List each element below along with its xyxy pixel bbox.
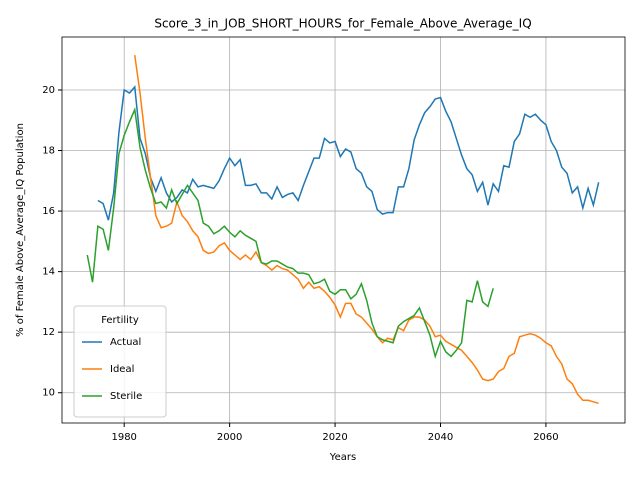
legend-label: Sterile [110, 391, 142, 402]
y-tick-label: 12 [42, 327, 55, 338]
x-axis-label: Years [329, 452, 356, 463]
y-tick-label: 18 [42, 146, 55, 157]
x-tick-label: 1980 [111, 432, 136, 443]
x-tick-label: 2060 [533, 432, 558, 443]
legend: Fertility Actual Ideal Sterile [73, 305, 167, 418]
legend-label: Actual [110, 337, 141, 348]
plot-frame [61, 36, 626, 424]
y-tick-label: 10 [42, 388, 55, 399]
legend-box [73, 305, 167, 418]
chart-title: Score_3_in_JOB_SHORT_HOURS_for_Female_Ab… [154, 17, 531, 31]
series-line [134, 55, 599, 405]
x-tick-label: 2040 [428, 432, 453, 443]
y-tick-label: 14 [42, 267, 55, 278]
y-axis-label: % of Female Above_Average_IQ Population [15, 123, 26, 337]
series-line [86, 106, 494, 360]
x-tick-label: 2020 [322, 432, 347, 443]
y-tick-label: 16 [42, 206, 55, 217]
y-tick-label: 20 [42, 85, 55, 96]
legend-label: Ideal [110, 364, 134, 375]
series-line [97, 85, 600, 221]
x-tick-label: 2000 [217, 432, 242, 443]
legend-title: Fertility [101, 315, 139, 326]
